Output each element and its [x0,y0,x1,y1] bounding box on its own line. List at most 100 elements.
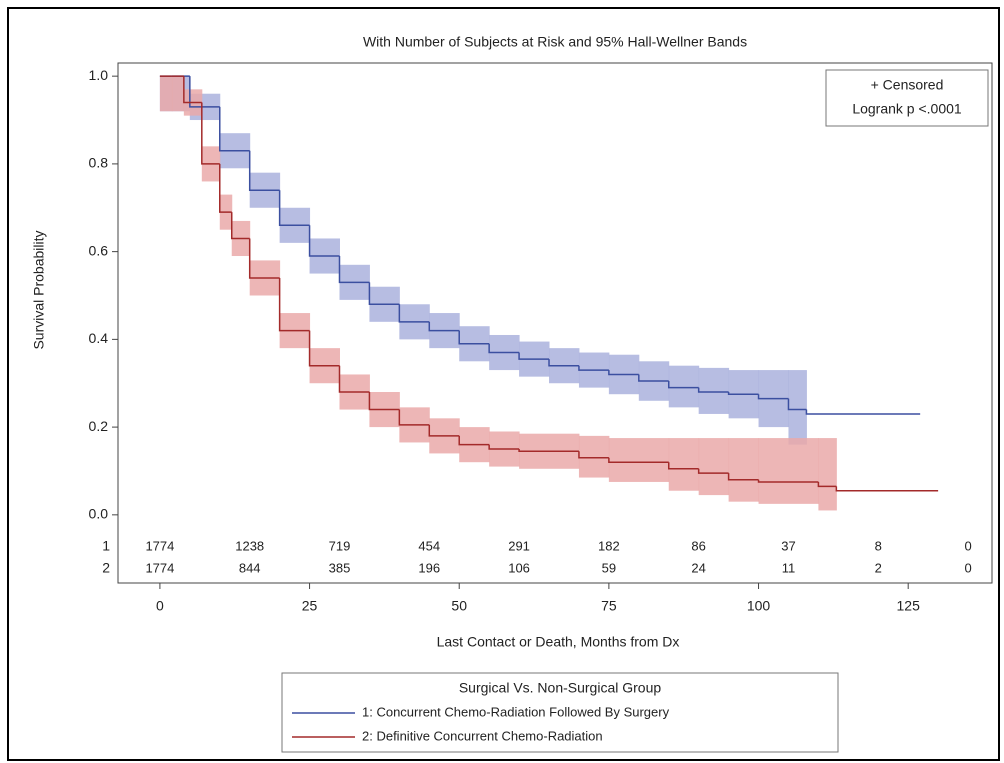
survival-step [697,468,729,474]
survival-step [338,365,370,393]
survival-step [757,394,789,400]
risk-count: 1238 [235,538,264,553]
survival-step [219,106,250,152]
risk-count: 196 [418,560,440,575]
survival-step [278,277,310,332]
survival-step [488,444,520,450]
survival-step [189,76,220,108]
survival-step [608,457,669,463]
y-tick-label: 0.2 [89,418,109,434]
survival-step [248,150,280,191]
survival-step [727,392,759,395]
confidence-band [758,438,819,504]
risk-count: 719 [329,538,351,553]
confidence-band [578,435,610,478]
risk-row-label: 2 [102,560,110,576]
survival-step [578,365,609,371]
confidence-band [698,367,730,414]
risk-row-label: 1 [102,538,110,554]
x-tick-label: 75 [601,598,617,614]
confidence-band [818,438,837,511]
survival-step [835,486,939,492]
survival-step [518,352,550,360]
survival-step [667,381,699,389]
legend-title: Surgical Vs. Non-Surgical Group [459,680,662,696]
risk-count: 182 [598,538,620,553]
y-tick-label: 0.0 [89,506,109,522]
x-tick-label: 25 [302,598,318,614]
survival-step [757,479,819,483]
survival-step [278,190,310,227]
risk-count: 385 [329,560,351,575]
survival-step [697,387,729,393]
risk-count: 24 [691,560,705,575]
survival-step [787,398,807,411]
confidence-band [608,438,670,482]
chart-title: With Number of Subjects at Risk and 95% … [363,34,747,50]
survival-step [488,343,520,354]
legend-label: 1: Concurrent Chemo-Radiation Followed B… [362,704,670,719]
survival-step [230,212,250,240]
survival-step [368,282,400,306]
y-tick-label: 0.6 [89,242,109,258]
x-tick-label: 50 [451,598,467,614]
risk-count: 844 [239,560,261,575]
survival-step [201,102,220,165]
risk-count: 0 [964,560,971,575]
survival-step [398,304,430,323]
risk-count: 11 [782,560,796,575]
risk-count: 2 [875,560,882,575]
survival-step [548,359,579,367]
y-tick-label: 0.8 [89,155,109,171]
legend-label: 2: Definitive Concurrent Chemo-Radiation [362,728,603,743]
survival-step [428,424,460,437]
inset-legend-text: Logrank p <.0001 [852,101,962,117]
survival-step [248,238,280,279]
confidence-band [788,370,807,445]
inset-legend-text: + Censored [871,77,944,93]
survival-step [518,449,579,452]
risk-count: 37 [781,538,795,553]
y-tick-label: 0.4 [89,330,109,346]
risk-count: 106 [508,560,530,575]
survival-step [368,392,400,411]
survival-step [183,76,202,104]
inset-legend-box [825,69,989,127]
confidence-band [668,438,700,491]
x-tick-label: 125 [897,598,921,614]
page-border [7,7,1000,761]
x-tick-label: 0 [156,598,164,614]
survival-step [338,256,370,284]
survival-step [308,225,340,257]
risk-count: 8 [875,538,882,553]
survival-step [805,409,921,415]
legend-box [281,672,839,753]
risk-count: 1774 [145,560,174,575]
risk-count: 291 [508,538,530,553]
survival-step [817,481,837,488]
risk-count: 1774 [145,538,174,553]
survival-step [727,473,759,481]
confidence-band [728,438,760,502]
confidence-band [668,365,700,408]
x-tick-label: 100 [747,598,771,614]
survival-step [308,330,340,367]
survival-step [398,409,430,426]
survival-step [428,321,460,332]
risk-count: 59 [602,560,616,575]
survival-step [219,163,232,213]
risk-count: 86 [691,538,705,553]
confidence-band [171,76,185,112]
risk-count: 454 [418,538,440,553]
x-axis-label: Last Contact or Death, Months from Dx [437,634,680,650]
survival-step [458,435,490,446]
plot-frame [117,62,993,584]
survival-step [608,370,639,376]
confidence-band [159,76,173,112]
risk-count: 0 [964,538,971,553]
survival-step [458,330,490,345]
survival-step [638,374,669,382]
survival-step [578,451,609,459]
survival-step [667,462,699,470]
